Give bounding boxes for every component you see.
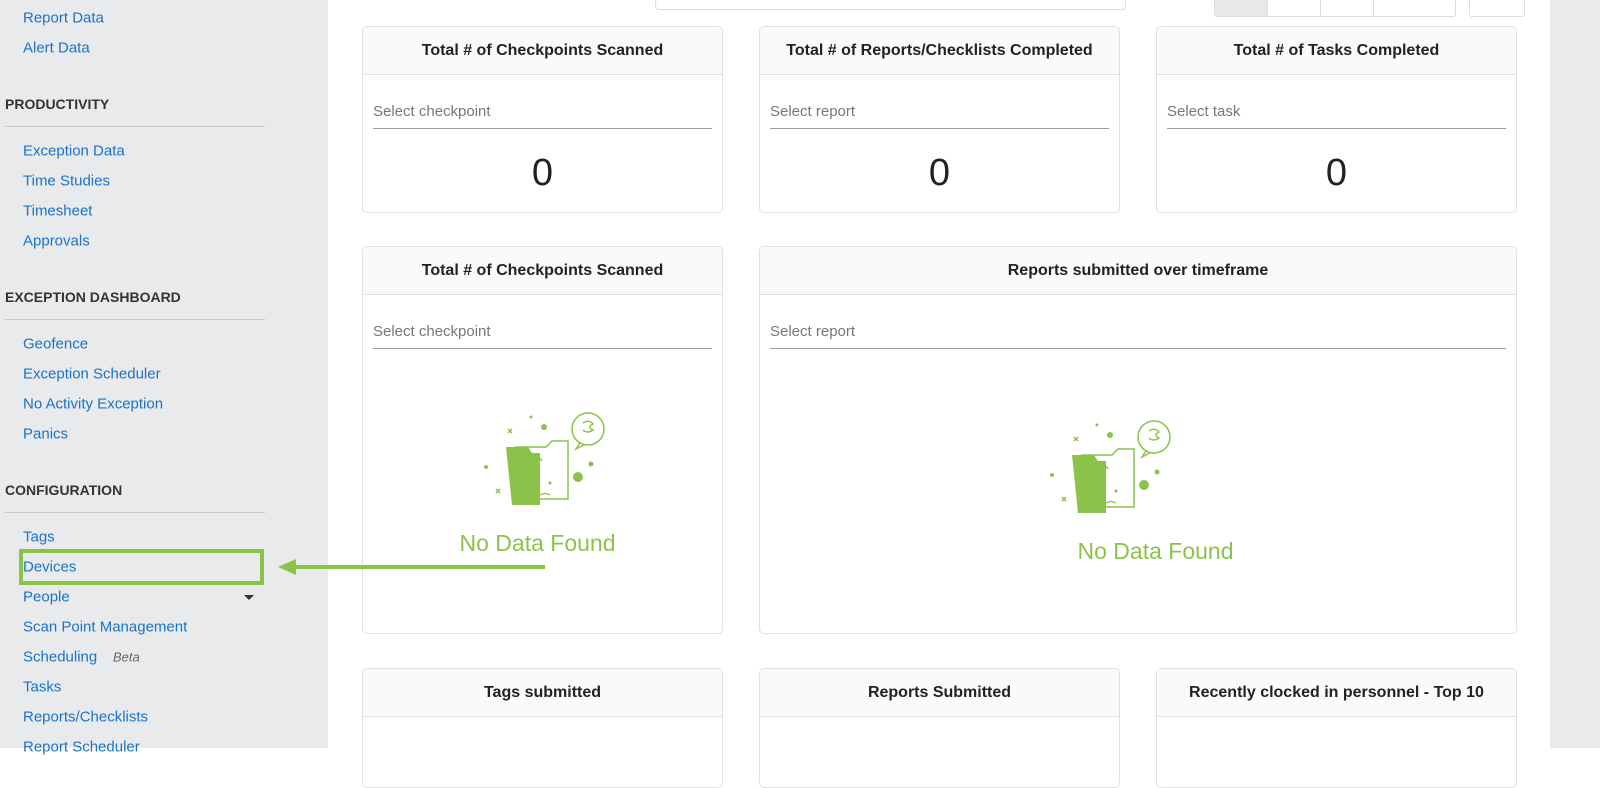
- card-body: Select checkpoint 0: [363, 75, 722, 212]
- select-input[interactable]: Select report: [770, 103, 1109, 129]
- card: Tags submitted: [362, 668, 723, 788]
- sidebar: Report Data Alert Data PRODUCTIVITY Excepti…: [0, 0, 328, 756]
- card-title: Total # of Reports/Checklists Completed: [760, 27, 1119, 75]
- card: Recently clocked in personnel - Top 10: [1156, 668, 1517, 788]
- card-body: Select report 0: [760, 75, 1119, 212]
- nav-link[interactable]: Reports/Checklists: [23, 708, 149, 726]
- search-box[interactable]: [655, 0, 1126, 10]
- section-heading: CONFIGURATION: [5, 482, 123, 498]
- nav-link[interactable]: Exception Data: [23, 142, 125, 160]
- card-title: Tags submitted: [363, 669, 722, 717]
- card-body: Select checkpoint No Data Found: [363, 295, 722, 633]
- chart-card: Reports submitted over timeframe Select r…: [759, 246, 1517, 634]
- nav-link[interactable]: Panics: [23, 425, 69, 443]
- empty-state-image: [476, 409, 616, 514]
- select-input[interactable]: Select checkpoint: [373, 323, 712, 349]
- divider: [5, 512, 265, 513]
- nav-link[interactable]: Devices: [23, 558, 77, 576]
- stat-card: Total # of Reports/Checklists Completed S…: [759, 26, 1120, 213]
- nav-link[interactable]: Scheduling: [23, 648, 98, 666]
- range-button[interactable]: [1374, 0, 1455, 16]
- nav-link[interactable]: Tasks: [23, 678, 62, 696]
- range-button[interactable]: [1215, 0, 1268, 16]
- card-body: Select report No Data Found: [760, 295, 1516, 633]
- nav-link[interactable]: Geofence: [23, 335, 89, 353]
- select-input[interactable]: Select task: [1167, 103, 1506, 129]
- nav-link[interactable]: No Activity Exception: [23, 395, 164, 413]
- caret[interactable]: [244, 595, 254, 600]
- card-title: Total # of Checkpoints Scanned: [363, 247, 722, 295]
- empty-state-image: [1042, 417, 1182, 522]
- highlight-box: [19, 549, 264, 585]
- card-title: Total # of Checkpoints Scanned: [363, 27, 722, 75]
- range-button[interactable]: [1321, 0, 1374, 16]
- nav-link[interactable]: Tags: [23, 528, 55, 546]
- nav-link[interactable]: Time Studies: [23, 172, 110, 190]
- button[interactable]: [1469, 0, 1525, 17]
- empty-state-text: No Data Found: [1077, 538, 1234, 564]
- stat-value: 0: [1325, 152, 1348, 194]
- nav-link[interactable]: Scan Point Management: [23, 618, 188, 636]
- select-input[interactable]: Select report: [770, 323, 1506, 349]
- range-buttons: [1214, 0, 1456, 17]
- beta-badge: Beta: [113, 649, 140, 665]
- section-heading: EXCEPTION DASHBOARD: [5, 289, 181, 305]
- card-title: Total # of Tasks Completed: [1157, 27, 1516, 75]
- card-title: Recently clocked in personnel - Top 10: [1157, 669, 1516, 717]
- nav-link[interactable]: People: [23, 588, 70, 606]
- stat-card: Total # of Checkpoints Scanned Select che…: [362, 26, 723, 213]
- empty-state-text: No Data Found: [459, 530, 616, 556]
- nav-link[interactable]: Alert Data: [23, 39, 90, 57]
- range-button[interactable]: [1268, 0, 1321, 16]
- card: Reports Submitted: [759, 668, 1120, 788]
- nav-link[interactable]: Report Data: [23, 9, 104, 27]
- empty-illustration: [484, 412, 605, 505]
- chart-card: Total # of Checkpoints Scanned Select che…: [362, 246, 723, 634]
- divider: [5, 126, 265, 127]
- stat-value: 0: [531, 152, 554, 194]
- divider: [5, 319, 265, 320]
- card-body: Select task 0: [1157, 75, 1516, 212]
- right-strip: [1550, 0, 1600, 748]
- nav-link[interactable]: Report Scheduler: [23, 738, 140, 756]
- nav-link[interactable]: Exception Scheduler: [23, 365, 161, 383]
- card-title: Reports submitted over timeframe: [760, 247, 1516, 295]
- stat-value: 0: [928, 152, 951, 194]
- nav-link[interactable]: Approvals: [23, 232, 90, 250]
- nav-link[interactable]: Timesheet: [23, 202, 93, 220]
- card-title: Reports Submitted: [760, 669, 1119, 717]
- select-input[interactable]: Select checkpoint: [373, 103, 712, 129]
- section-heading: PRODUCTIVITY: [5, 96, 110, 112]
- empty-illustration: [1050, 420, 1171, 513]
- stat-card: Total # of Tasks Completed Select task 0: [1156, 26, 1517, 213]
